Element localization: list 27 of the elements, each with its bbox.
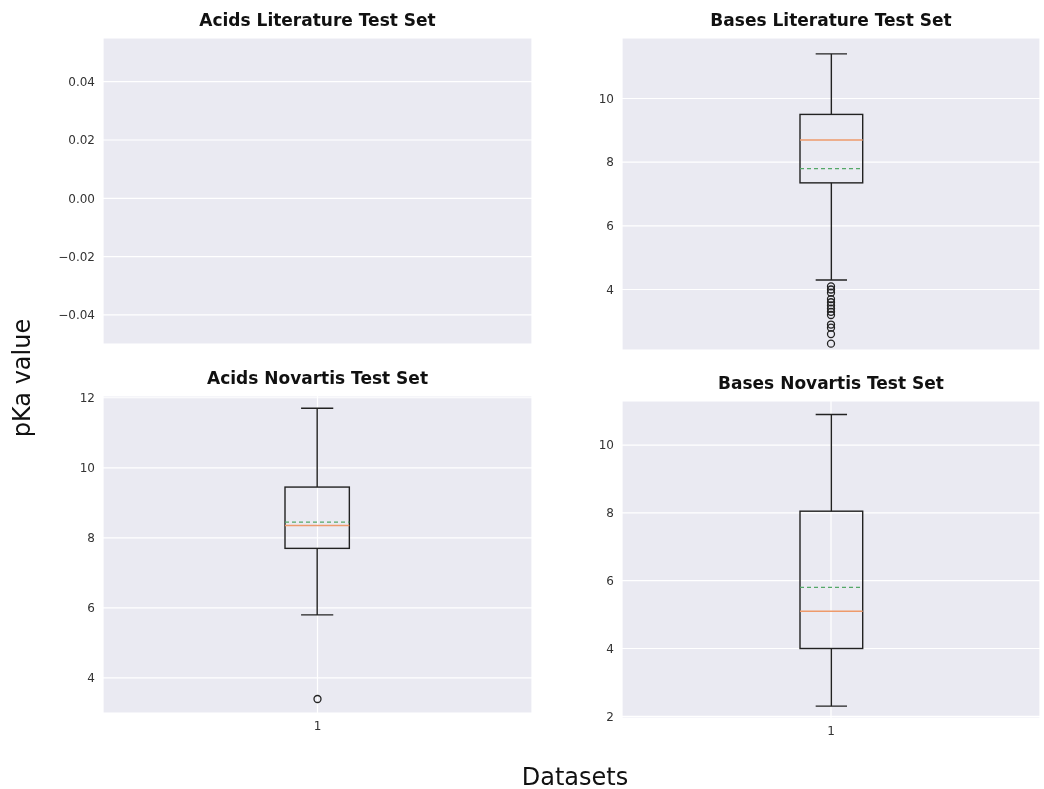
y-tick-label: −0.04: [58, 308, 95, 323]
y-tick-label: 6: [606, 219, 614, 234]
y-tick-label: 6: [87, 601, 95, 616]
y-tick-label: 0.04: [68, 74, 95, 89]
y-tick-label: 4: [606, 641, 614, 656]
y-tick-label: 10: [598, 91, 614, 106]
y-tick-label: 8: [606, 506, 614, 521]
x-tick-label: 1: [827, 723, 835, 738]
y-axis-title: pKa value: [8, 318, 36, 438]
y-tick-label: 10: [598, 438, 614, 453]
y-tick-label: 12: [79, 391, 95, 406]
y-tick-label: 0.00: [68, 191, 95, 206]
y-tick-label: 4: [606, 282, 614, 297]
y-tick-label: 2: [606, 709, 614, 724]
x-tick-label: 1: [313, 718, 322, 733]
y-tick-label: −0.02: [58, 249, 95, 264]
y-tick-label: 8: [87, 531, 95, 546]
x-axis-title: Datasets: [521, 763, 629, 789]
y-tick-label: 0.02: [68, 133, 95, 148]
chart-title: Bases Novartis Test Set: [717, 373, 945, 393]
chart-title: Acids Novartis Test Set: [205, 368, 429, 388]
y-tick-label: 4: [87, 671, 95, 686]
chart-title: Bases Literature Test Set: [709, 10, 953, 30]
y-tick-label: 8: [606, 155, 614, 170]
chart-title: Acids Literature Test Set: [198, 10, 437, 30]
y-tick-label: 10: [79, 461, 95, 476]
y-tick-label: 6: [606, 573, 614, 588]
